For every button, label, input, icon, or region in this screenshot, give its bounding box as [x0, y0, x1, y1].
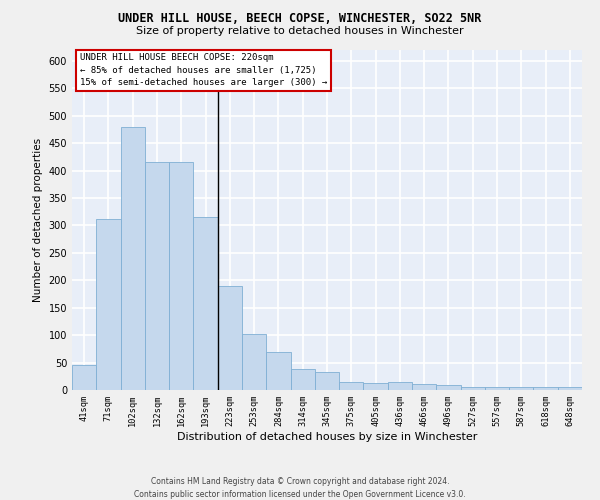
Bar: [169, 162, 193, 390]
Bar: [315, 372, 339, 390]
Y-axis label: Number of detached properties: Number of detached properties: [33, 138, 43, 302]
Text: UNDER HILL HOUSE, BEECH COPSE, WINCHESTER, SO22 5NR: UNDER HILL HOUSE, BEECH COPSE, WINCHESTE…: [118, 12, 482, 26]
Bar: [145, 162, 169, 390]
Bar: [509, 388, 533, 390]
Bar: [388, 382, 412, 390]
Bar: [461, 388, 485, 390]
Bar: [290, 369, 315, 390]
Bar: [558, 388, 582, 390]
Bar: [72, 366, 96, 390]
X-axis label: Distribution of detached houses by size in Winchester: Distribution of detached houses by size …: [177, 432, 477, 442]
Bar: [96, 220, 121, 390]
Bar: [364, 383, 388, 390]
Text: Size of property relative to detached houses in Winchester: Size of property relative to detached ho…: [136, 26, 464, 36]
Bar: [266, 352, 290, 390]
Bar: [193, 218, 218, 390]
Text: UNDER HILL HOUSE BEECH COPSE: 220sqm
← 85% of detached houses are smaller (1,725: UNDER HILL HOUSE BEECH COPSE: 220sqm ← 8…: [80, 54, 327, 88]
Bar: [533, 388, 558, 390]
Bar: [412, 384, 436, 390]
Bar: [436, 385, 461, 390]
Bar: [339, 382, 364, 390]
Bar: [218, 286, 242, 390]
Bar: [121, 127, 145, 390]
Text: Contains HM Land Registry data © Crown copyright and database right 2024.
Contai: Contains HM Land Registry data © Crown c…: [134, 478, 466, 499]
Bar: [485, 388, 509, 390]
Bar: [242, 334, 266, 390]
